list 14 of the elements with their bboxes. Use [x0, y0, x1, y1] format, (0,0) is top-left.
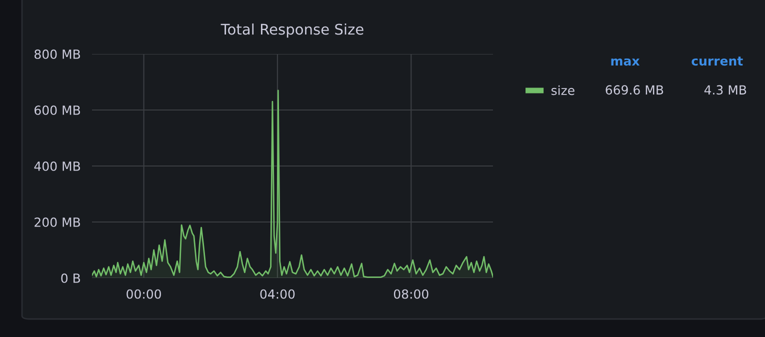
- x-tick-label: 04:00: [260, 289, 295, 299]
- y-tick-label: 600 MB: [34, 105, 80, 115]
- y-tick-label: 200 MB: [34, 217, 80, 227]
- text: 669.6 MB: [606, 85, 664, 95]
- x-tick-label: 08:00: [394, 289, 428, 299]
- text: max: [611, 58, 640, 66]
- text: current: [692, 56, 743, 66]
- y-tick-label: 0 B: [61, 273, 80, 283]
- y-tick-label: 400 MB: [34, 161, 80, 171]
- text: 4.3 MB: [704, 85, 746, 95]
- y-tick-label: 800 MB: [34, 49, 80, 59]
- x-tick-label: 00:00: [126, 289, 161, 299]
- legend-label: size: [551, 85, 574, 96]
- chart-title: Total Response Size: [220, 23, 364, 38]
